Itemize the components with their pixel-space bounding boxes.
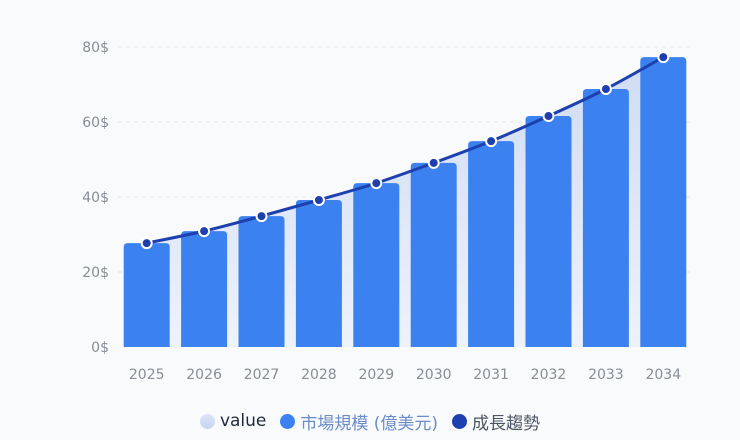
y-axis-tick-label: 60$ — [82, 115, 109, 131]
trend-point-2034[interactable] — [657, 51, 670, 64]
trend-point-2029[interactable] — [370, 177, 383, 190]
legend-swatch-value-icon — [199, 413, 215, 429]
x-axis-tick-label: 2028 — [301, 367, 337, 383]
trend-line — [146, 55, 665, 245]
legend-label-growth-trend: 成長趨勢 — [472, 413, 541, 434]
legend-label-market-size: 市場規模 (億美元) — [300, 413, 439, 434]
trend-point-2031[interactable] — [485, 135, 498, 148]
trend-point-2026[interactable] — [198, 225, 211, 238]
chart-legend: value 市場規模 (億美元) 成長趨勢 — [0, 407, 740, 435]
legend-label-value: value — [219, 411, 267, 431]
y-axis-tick-label: 0$ — [91, 340, 109, 356]
x-axis-tick-label: 2025 — [129, 367, 165, 383]
legend-item-value[interactable]: value — [199, 411, 267, 431]
legend-item-market-size[interactable]: 市場規模 (億美元) — [280, 409, 438, 434]
bar-2032[interactable] — [525, 116, 572, 347]
trend-point-2027[interactable] — [255, 210, 268, 223]
bar-2027[interactable] — [238, 216, 285, 347]
x-axis-tick-label: 2031 — [473, 367, 509, 383]
bar-2033[interactable] — [582, 89, 629, 347]
bar-2028[interactable] — [295, 200, 342, 347]
trend-point-2032[interactable] — [542, 110, 555, 122]
x-axis-tick-label: 2034 — [645, 367, 681, 383]
trend-point-2033[interactable] — [599, 83, 612, 95]
bar-2025[interactable] — [123, 243, 170, 347]
x-axis-tick-label: 2026 — [186, 367, 222, 383]
x-axis-tick-label: 2032 — [531, 367, 567, 383]
y-axis-tick-label: 40$ — [82, 190, 109, 206]
bar-2034[interactable] — [640, 57, 687, 347]
y-axis-tick-label: 80$ — [82, 40, 109, 56]
x-axis-tick-label: 2030 — [416, 367, 452, 383]
bar-2029[interactable] — [353, 183, 400, 347]
bar-2026[interactable] — [181, 231, 228, 347]
y-axis-tick-label: 20$ — [82, 265, 109, 281]
legend-swatch-line-icon — [452, 413, 468, 429]
legend-item-growth-trend[interactable]: 成長趨勢 — [452, 409, 540, 434]
bar-2031[interactable] — [468, 141, 515, 347]
trend-point-2030[interactable] — [427, 156, 440, 169]
bar-line-chart: 0$ 20$ 40$ 60$ 80$ 2025 2026 2027 2028 2029 2030 20… — [82, 40, 692, 383]
bar-2030[interactable] — [410, 162, 457, 347]
trend-point-2028[interactable] — [312, 194, 325, 206]
legend-swatch-bar-icon — [280, 413, 296, 429]
x-axis-tick-label: 2027 — [244, 367, 280, 383]
x-axis-tick-label: 2029 — [358, 367, 394, 383]
trend-point-2025[interactable] — [140, 237, 153, 250]
x-axis-tick-label: 2033 — [588, 367, 624, 383]
